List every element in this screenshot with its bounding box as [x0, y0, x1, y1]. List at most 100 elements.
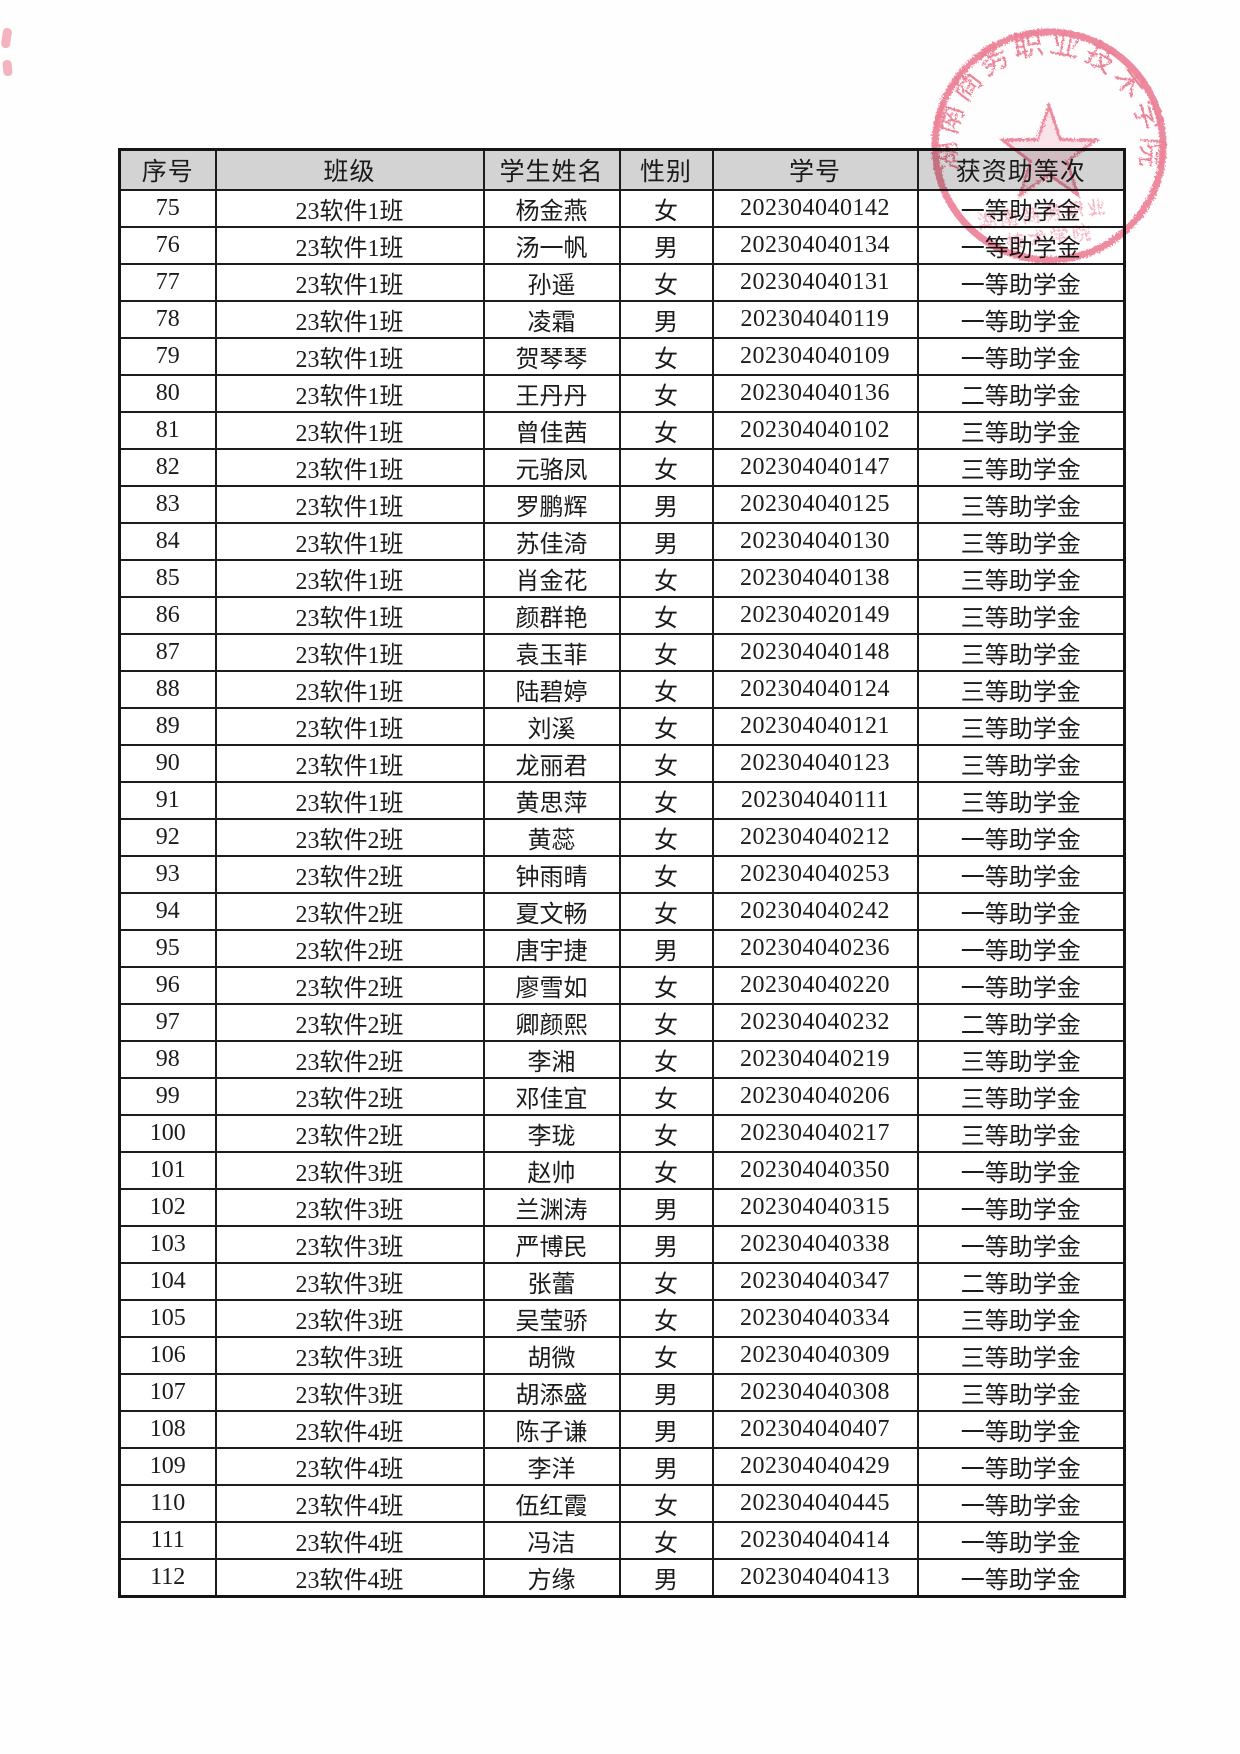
cell-scholarship-level: 一等助学金 [916, 262, 1126, 302]
cell-scholarship-level: 三等助学金 [916, 1076, 1126, 1116]
cell-class: 23软件3班 [214, 1150, 485, 1190]
cell-scholarship-level: 一等助学金 [916, 1446, 1126, 1486]
cell-scholarship-level: 三等助学金 [916, 706, 1126, 746]
cell-no: 88 [118, 669, 217, 709]
cell-scholarship-level: 一等助学金 [916, 1483, 1126, 1523]
header-class: 班级 [214, 148, 485, 191]
cell-student-id: 202304040123 [711, 743, 919, 783]
cell-student-name: 邓佳宜 [482, 1076, 621, 1116]
cell-no: 98 [118, 1039, 217, 1079]
cell-scholarship-level: 三等助学金 [916, 632, 1126, 672]
table-row: 85 23软件1班 肖金花 女 202304040138 三等助学金 [118, 558, 1126, 598]
cell-scholarship-level: 三等助学金 [916, 1372, 1126, 1412]
table-row: 101 23软件3班 赵帅 女 202304040350 一等助学金 [118, 1150, 1126, 1190]
cell-student-id: 202304040242 [711, 891, 919, 931]
cell-student-name: 陆碧婷 [482, 669, 621, 709]
table-row: 79 23软件1班 贺琴琴 女 202304040109 一等助学金 [118, 336, 1126, 376]
cell-gender: 女 [618, 595, 714, 635]
cell-class: 23软件1班 [214, 595, 485, 635]
cell-student-id: 202304040445 [711, 1483, 919, 1523]
table-row: 94 23软件2班 夏文畅 女 202304040242 一等助学金 [118, 891, 1126, 931]
cell-gender: 女 [618, 447, 714, 487]
cell-student-id: 202304040347 [711, 1261, 919, 1301]
cell-class: 23软件4班 [214, 1446, 485, 1486]
table-row: 81 23软件1班 曾佳茜 女 202304040102 三等助学金 [118, 410, 1126, 450]
cell-scholarship-level: 三等助学金 [916, 743, 1126, 783]
table-row: 92 23软件2班 黄蕊 女 202304040212 一等助学金 [118, 817, 1126, 857]
cell-student-name: 孙遥 [482, 262, 621, 302]
cell-no: 89 [118, 706, 217, 746]
cell-gender: 女 [618, 706, 714, 746]
cell-gender: 女 [618, 1113, 714, 1153]
header-student-name: 学生姓名 [482, 148, 621, 191]
cell-student-id: 202304040236 [711, 928, 919, 968]
cell-class: 23软件2班 [214, 1039, 485, 1079]
table-row: 108 23软件4班 陈子谦 男 202304040407 一等助学金 [118, 1409, 1126, 1449]
table-row: 78 23软件1班 凌霜 男 202304040119 一等助学金 [118, 299, 1126, 339]
cell-no: 85 [118, 558, 217, 598]
cell-class: 23软件3班 [214, 1187, 485, 1227]
cell-class: 23软件2班 [214, 1002, 485, 1042]
table-row: 98 23软件2班 李湘 女 202304040219 三等助学金 [118, 1039, 1126, 1079]
cell-student-name: 伍红霞 [482, 1483, 621, 1523]
cell-student-id: 202304040136 [711, 373, 919, 413]
cell-class: 23软件1班 [214, 225, 485, 265]
table-row: 87 23软件1班 袁玉菲 女 202304040148 三等助学金 [118, 632, 1126, 672]
cell-student-id: 202304040414 [711, 1520, 919, 1560]
scan-artifact-mark [0, 27, 13, 49]
cell-student-name: 刘溪 [482, 706, 621, 746]
cell-student-id: 202304040308 [711, 1372, 919, 1412]
cell-scholarship-level: 一等助学金 [916, 817, 1126, 857]
cell-class: 23软件1班 [214, 262, 485, 302]
cell-student-id: 202304040309 [711, 1335, 919, 1375]
cell-student-id: 202304040413 [711, 1557, 919, 1597]
table-row: 100 23软件2班 李珑 女 202304040217 三等助学金 [118, 1113, 1126, 1153]
cell-class: 23软件1班 [214, 336, 485, 376]
cell-no: 104 [118, 1261, 217, 1301]
cell-no: 82 [118, 447, 217, 487]
cell-scholarship-level: 三等助学金 [916, 1335, 1126, 1375]
table-row: 77 23软件1班 孙遥 女 202304040131 一等助学金 [118, 262, 1126, 302]
cell-class: 23软件1班 [214, 447, 485, 487]
cell-class: 23软件4班 [214, 1557, 485, 1597]
cell-scholarship-level: 三等助学金 [916, 521, 1126, 561]
cell-student-name: 胡添盛 [482, 1372, 621, 1412]
table-row: 89 23软件1班 刘溪 女 202304040121 三等助学金 [118, 706, 1126, 746]
cell-student-id: 202304040124 [711, 669, 919, 709]
cell-scholarship-level: 二等助学金 [916, 1261, 1126, 1301]
cell-student-id: 202304040138 [711, 558, 919, 598]
cell-class: 23软件3班 [214, 1372, 485, 1412]
table-body: 75 23软件1班 杨金燕 女 202304040142 一等助学金 76 23… [118, 188, 1126, 1597]
cell-scholarship-level: 三等助学金 [916, 410, 1126, 450]
cell-student-id: 202304040131 [711, 262, 919, 302]
cell-student-name: 李湘 [482, 1039, 621, 1079]
cell-student-name: 兰渊涛 [482, 1187, 621, 1227]
cell-class: 23软件1班 [214, 558, 485, 598]
cell-no: 80 [118, 373, 217, 413]
header-no: 序号 [118, 148, 217, 191]
cell-student-id: 202304040338 [711, 1224, 919, 1264]
cell-student-id: 202304040206 [711, 1076, 919, 1116]
cell-no: 81 [118, 410, 217, 450]
cell-student-id: 202304040429 [711, 1446, 919, 1486]
cell-no: 75 [118, 188, 217, 228]
cell-gender: 男 [618, 521, 714, 561]
cell-student-name: 元骆凤 [482, 447, 621, 487]
cell-no: 106 [118, 1335, 217, 1375]
table-row: 93 23软件2班 钟雨晴 女 202304040253 一等助学金 [118, 854, 1126, 894]
cell-gender: 男 [618, 928, 714, 968]
cell-gender: 女 [618, 854, 714, 894]
table-row: 80 23软件1班 王丹丹 女 202304040136 二等助学金 [118, 373, 1126, 413]
cell-scholarship-level: 一等助学金 [916, 965, 1126, 1005]
cell-student-id: 202304040119 [711, 299, 919, 339]
cell-no: 83 [118, 484, 217, 524]
cell-student-id: 202304040102 [711, 410, 919, 450]
cell-student-name: 杨金燕 [482, 188, 621, 228]
cell-student-name: 罗鹏辉 [482, 484, 621, 524]
cell-scholarship-level: 二等助学金 [916, 1002, 1126, 1042]
table-row: 75 23软件1班 杨金燕 女 202304040142 一等助学金 [118, 188, 1126, 228]
cell-class: 23软件3班 [214, 1335, 485, 1375]
cell-gender: 女 [618, 1261, 714, 1301]
table-row: 95 23软件2班 唐宇捷 男 202304040236 一等助学金 [118, 928, 1126, 968]
